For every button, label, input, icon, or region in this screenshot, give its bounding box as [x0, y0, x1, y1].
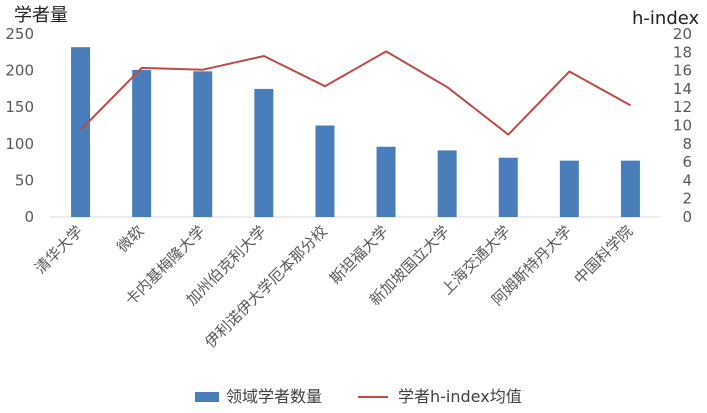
y-axis-ticks: 0 50 100 150 200 250 — [5, 25, 34, 226]
y2-tick-label: 2 — [682, 190, 692, 208]
bar — [559, 160, 579, 217]
bar — [71, 47, 91, 218]
y2-tick-label: 14 — [673, 80, 692, 98]
category-label: 斯坦福大学 — [326, 222, 392, 288]
y2-tick-label: 10 — [673, 117, 692, 135]
y-tick-label: 200 — [5, 62, 34, 80]
y2-tick-label: 18 — [673, 43, 692, 61]
category-label: 微软 — [114, 222, 148, 256]
y-tick-label: 0 — [24, 208, 34, 226]
bar — [193, 71, 213, 217]
category-label: 中国科学院 — [571, 222, 637, 288]
legend: 领域学者数量 学者h-index均值 — [195, 387, 522, 406]
line-path — [79, 50, 631, 136]
bar — [254, 88, 274, 218]
y2-tick-label: 8 — [682, 135, 692, 153]
bar — [498, 157, 518, 217]
legend-bar-swatch — [195, 392, 219, 402]
bar — [437, 150, 457, 217]
y-tick-label: 50 — [15, 171, 34, 189]
bar — [132, 69, 152, 217]
y2-tick-label: 6 — [682, 153, 692, 171]
bar — [376, 146, 396, 217]
y-tick-label: 100 — [5, 135, 34, 153]
category-label: 清华大学 — [31, 222, 86, 277]
y2-tick-label: 0 — [682, 208, 692, 226]
bar — [620, 160, 640, 217]
y-tick-label: 250 — [5, 25, 34, 43]
y2-tick-label: 12 — [673, 98, 692, 116]
y2-tick-label: 16 — [673, 62, 692, 80]
y2-tick-label: 20 — [673, 25, 692, 43]
legend-line-label: 学者h-index均值 — [398, 387, 522, 406]
y2-axis-title: h-index — [632, 8, 699, 29]
bar-series — [71, 47, 640, 218]
bar — [315, 125, 335, 217]
legend-bar-label: 领域学者数量 — [226, 387, 322, 406]
y2-tick-label: 4 — [682, 171, 692, 189]
y-axis-title: 学者量 — [14, 5, 68, 26]
category-label: 伊利诺伊大学厄本那分校 — [201, 222, 330, 351]
category-labels: 清华大学 微软卡内基梅隆大学加州伯克利大学伊利诺伊大学厄本那分校斯坦福大学新加坡国… — [31, 222, 636, 351]
y-tick-label: 150 — [5, 98, 34, 116]
line-series — [79, 50, 631, 136]
